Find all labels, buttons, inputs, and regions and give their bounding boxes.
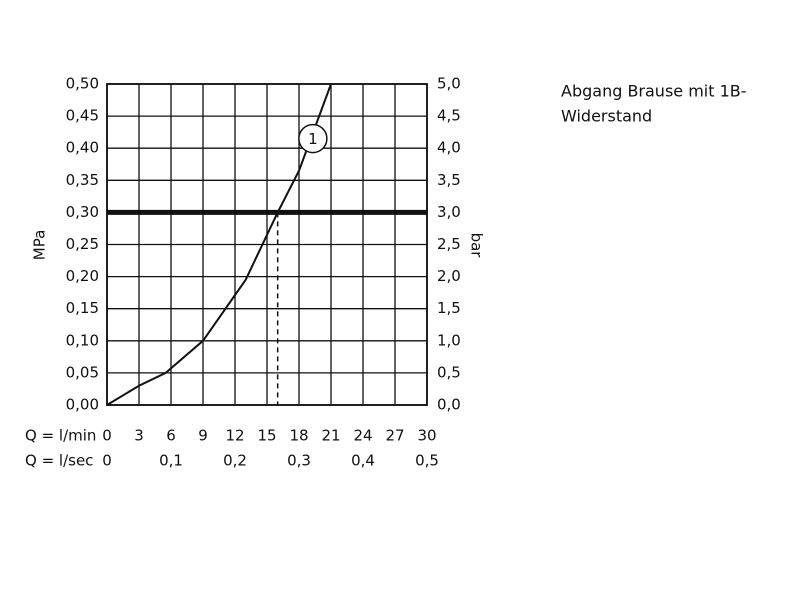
y-tick-label: 0,45 (66, 107, 99, 125)
y2-axis-label: bar (468, 233, 486, 259)
x2-tick-label: 0,4 (351, 452, 375, 470)
y-tick-label: 0,40 (66, 139, 99, 157)
y2-tick-label: 2,0 (437, 267, 461, 285)
x2-tick-label: 0 (102, 452, 112, 470)
x2-tick-label: 0,1 (159, 452, 183, 470)
y2-tick-label: 1,0 (437, 331, 461, 349)
x-tick-label: 21 (321, 427, 340, 445)
y2-tick-label: 3,5 (437, 171, 461, 189)
x-axis-label: Q = l/min (25, 427, 96, 445)
x2-tick-label: 0,5 (415, 452, 439, 470)
x-tick-label: 0 (102, 427, 112, 445)
x-tick-label: 15 (257, 427, 276, 445)
y-tick-label: 0,35 (66, 171, 99, 189)
y2-tick-label: 3,0 (437, 203, 461, 221)
x2-axis-label: Q = l/sec (25, 452, 93, 470)
side-text: Widerstand (561, 107, 652, 126)
y-tick-label: 0,25 (66, 235, 99, 253)
x-tick-label: 24 (353, 427, 372, 445)
side-text: Abgang Brause mit 1B- (561, 82, 747, 101)
x-tick-label: 18 (289, 427, 308, 445)
y2-tick-label: 5,0 (437, 75, 461, 93)
y2-tick-label: 0,0 (437, 396, 461, 414)
plot-frame (106, 83, 428, 406)
y2-tick-label: 2,5 (437, 235, 461, 253)
x-tick-label: 6 (166, 427, 176, 445)
y-tick-label: 0,20 (66, 267, 99, 285)
y-tick-label: 0,10 (66, 331, 99, 349)
x-tick-label: 9 (198, 427, 208, 445)
y-tick-label: 0,30 (66, 203, 99, 221)
x2-tick-label: 0,2 (223, 452, 247, 470)
y2-tick-label: 4,0 (437, 139, 461, 157)
curve-label-circle (298, 123, 328, 154)
curve-label: 1 (308, 130, 318, 148)
y2-tick-label: 1,5 (437, 299, 461, 317)
y-tick-label: 0,50 (66, 75, 99, 93)
x-tick-label: 3 (134, 427, 144, 445)
y2-tick-label: 4,5 (437, 107, 461, 125)
y-tick-label: 0,15 (66, 299, 99, 317)
x-tick-label: 30 (417, 427, 436, 445)
x-tick-label: 12 (225, 427, 244, 445)
y-tick-label: 0,00 (66, 396, 99, 414)
y2-tick-label: 0,5 (437, 363, 461, 381)
y-axis-label: MPa (31, 230, 49, 261)
x2-tick-label: 0,3 (287, 452, 311, 470)
y-tick-label: 0,05 (66, 363, 99, 381)
x-tick-label: 27 (385, 427, 404, 445)
curve (106, 83, 332, 406)
